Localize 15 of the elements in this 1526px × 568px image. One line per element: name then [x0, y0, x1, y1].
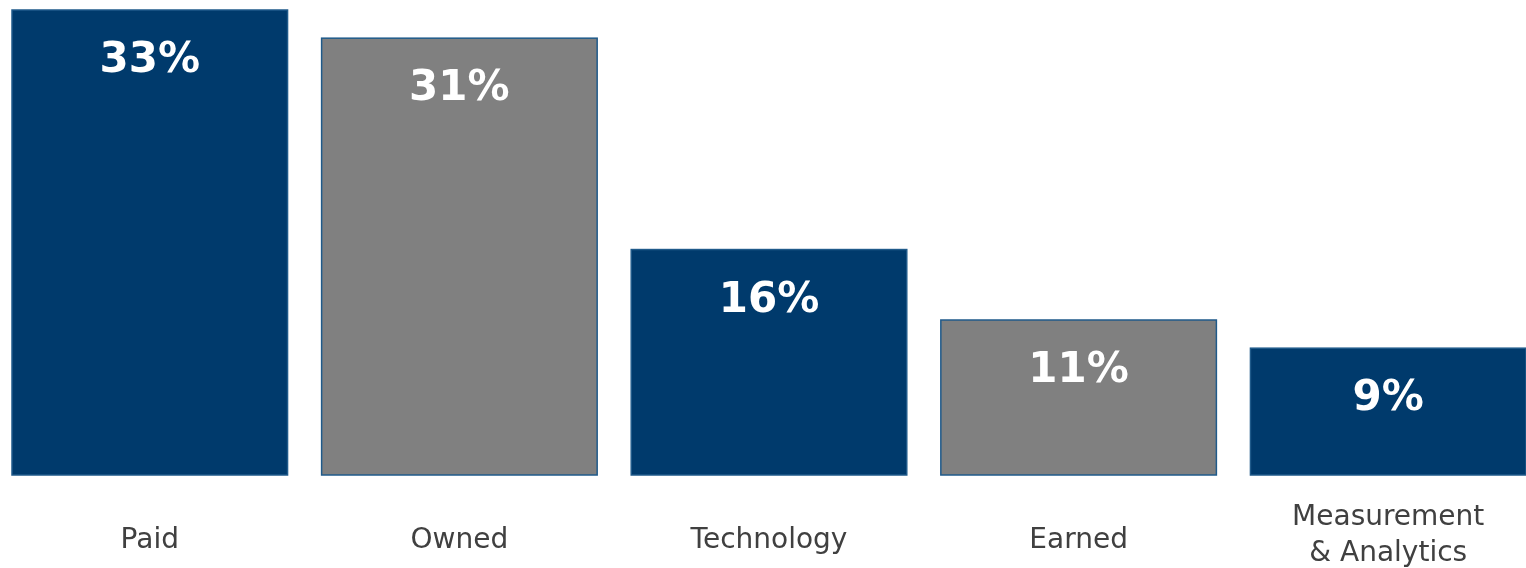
bar [1249, 347, 1526, 476]
data-label: 33% [99, 33, 201, 82]
data-label: 11% [1028, 343, 1129, 392]
x-tick-label: Measurement & Analytics [1292, 499, 1485, 568]
x-tick-label: Technology [689, 522, 848, 555]
data-label: 31% [409, 61, 510, 111]
bar [940, 319, 1218, 476]
x-tick-label: Earned [1029, 522, 1128, 555]
data-label: 9% [1352, 371, 1424, 421]
bar [630, 248, 908, 476]
x-tick-label: Paid [120, 522, 179, 555]
x-tick-label: Owned [410, 522, 509, 555]
data-label: 16% [718, 272, 820, 322]
bar [11, 9, 289, 476]
bar [320, 37, 598, 476]
